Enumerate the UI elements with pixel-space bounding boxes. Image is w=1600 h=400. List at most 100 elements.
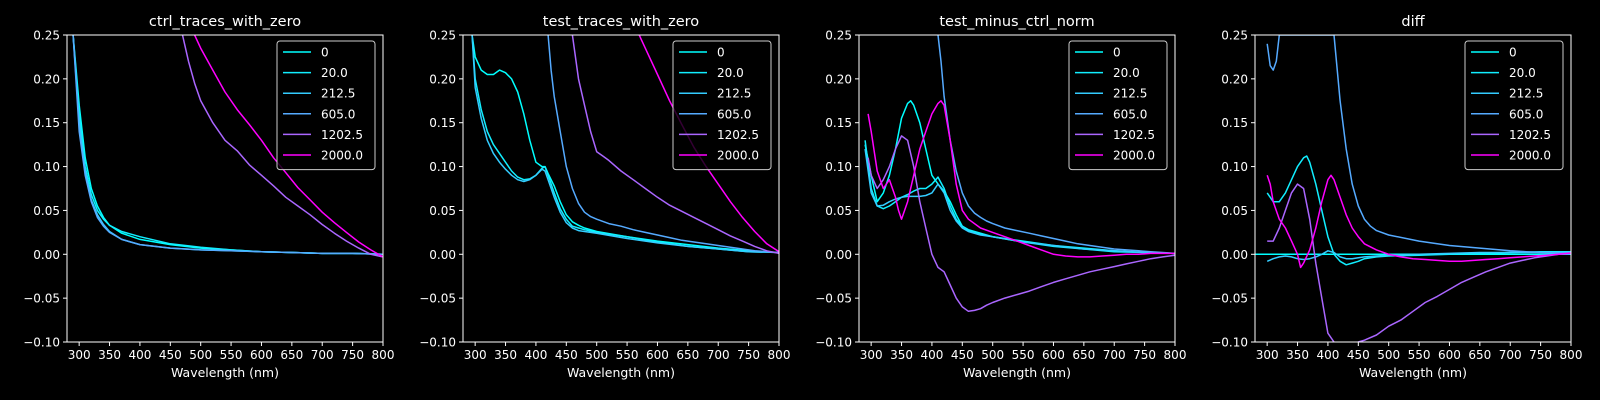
x-tick-label: 600: [1438, 348, 1461, 362]
y-tick-label: 0.20: [429, 72, 456, 86]
series-line-605.0: [547, 35, 779, 254]
y-tick-label: −0.10: [23, 336, 60, 350]
y-tick-label: 0.10: [825, 160, 852, 174]
y-tick-label: 0.05: [825, 204, 852, 218]
legend: 0 20.0 212.5 605.0 1202.5 2000.0: [1464, 40, 1564, 171]
x-tick-label: 300: [68, 348, 91, 362]
legend-label: 0: [321, 46, 329, 60]
y-tick-label: −0.05: [23, 292, 60, 306]
legend-label: 0: [717, 46, 725, 60]
y-tick-label: 0.25: [1221, 29, 1248, 43]
x-tick-label: 550: [616, 348, 639, 362]
series-line-2000.0: [1266, 174, 1571, 269]
y-tick-label: 0.25: [429, 29, 456, 43]
y-tick-label: 0.20: [825, 72, 852, 86]
y-tick-label: −0.05: [1211, 292, 1248, 306]
y-tick-label: 0.10: [33, 160, 60, 174]
x-axis-label: Wavelength (nm): [1359, 365, 1467, 380]
x-tick-label: 750: [341, 348, 364, 362]
y-tick-label: 0.00: [33, 248, 60, 262]
y-tick-label: 0.15: [825, 116, 852, 130]
legend: 0 20.0 212.5 605.0 1202.5 2000.0: [1068, 40, 1168, 171]
legend-label: 1202.5: [321, 128, 363, 142]
series-line-20.0: [1266, 155, 1571, 266]
x-tick-label: 700: [707, 348, 730, 362]
series-line-605.0: [937, 35, 1175, 255]
x-tick-label: 450: [159, 348, 182, 362]
y-tick-label: −0.10: [815, 336, 852, 350]
x-tick-label: 700: [1499, 348, 1522, 362]
x-axis-label: Wavelength (nm): [567, 365, 675, 380]
y-tick-label: 0.15: [1221, 116, 1248, 130]
chart-panel-0: ctrl_traces_with_zero 300 350 400 450 500 550 6…: [23, 14, 394, 380]
x-tick-label: 450: [555, 348, 578, 362]
x-tick-label: 800: [1560, 348, 1583, 362]
x-tick-label: 300: [1256, 348, 1279, 362]
legend-label: 20.0: [321, 66, 348, 80]
y-tick-label: −0.10: [1211, 336, 1248, 350]
axes-frame: [462, 34, 780, 343]
legend-label: 212.5: [1509, 87, 1543, 101]
x-tick-label: 650: [676, 348, 699, 362]
series-line-1202.5: [181, 35, 383, 258]
x-tick-label: 800: [372, 348, 395, 362]
legend: 0 20.0 212.5 605.0 1202.5 2000.0: [276, 40, 376, 171]
x-tick-label: 450: [951, 348, 974, 362]
legend-label: 20.0: [1509, 66, 1536, 80]
x-tick-label: 500: [189, 348, 212, 362]
x-tick-label: 400: [1316, 348, 1339, 362]
series-line-2000.0: [867, 100, 1175, 258]
legend-label: 212.5: [321, 87, 355, 101]
chart-title: ctrl_traces_with_zero: [149, 14, 301, 30]
chart-title: test_traces_with_zero: [543, 14, 700, 30]
x-tick-label: 500: [981, 348, 1004, 362]
series-line-20.0: [471, 35, 779, 254]
x-tick-label: 650: [1072, 348, 1095, 362]
x-tick-label: 550: [220, 348, 243, 362]
chart-panel-2: test_minus_ctrl_norm 300 350 400 450 500 550 60…: [815, 14, 1186, 380]
x-axis-label: Wavelength (nm): [171, 365, 279, 380]
axes-frame: [66, 34, 384, 343]
legend-label: 605.0: [1113, 107, 1147, 121]
x-tick-label: 400: [920, 348, 943, 362]
x-tick-label: 650: [1468, 348, 1491, 362]
series-group: [1255, 35, 1571, 342]
x-tick-label: 800: [1164, 348, 1187, 362]
x-tick-label: 550: [1408, 348, 1431, 362]
y-tick-label: −0.05: [419, 292, 456, 306]
legend-label: 605.0: [717, 107, 751, 121]
legend-label: 1202.5: [1509, 128, 1551, 142]
legend: 0 20.0 212.5 605.0 1202.5 2000.0: [672, 40, 772, 171]
x-tick-label: 350: [1286, 348, 1309, 362]
x-tick-label: 750: [737, 348, 760, 362]
y-tick-label: 0.10: [429, 160, 456, 174]
series-line-1202.5: [571, 35, 779, 255]
legend-label: 1202.5: [1113, 128, 1155, 142]
y-tick-label: 0.15: [33, 116, 60, 130]
legend-label: 20.0: [1113, 66, 1140, 80]
series-group: [72, 35, 383, 258]
series-line-1202.5: [1267, 183, 1571, 342]
y-tick-label: 0.05: [33, 204, 60, 218]
axes-frame: [1254, 34, 1572, 343]
y-tick-label: 0.05: [429, 204, 456, 218]
y-tick-label: 0.20: [33, 72, 60, 86]
x-tick-label: 650: [280, 348, 303, 362]
y-tick-label: 0.05: [1221, 204, 1248, 218]
chart-panel-1: test_traces_with_zero 300 350 400 450 500 550 6…: [419, 14, 790, 380]
x-tick-label: 300: [464, 348, 487, 362]
legend-label: 212.5: [1113, 87, 1147, 101]
series-line-605.0: [72, 35, 383, 256]
legend-label: 212.5: [717, 87, 751, 101]
x-tick-label: 350: [494, 348, 517, 362]
x-tick-label: 450: [1347, 348, 1370, 362]
y-tick-label: −0.10: [419, 336, 456, 350]
x-tick-label: 750: [1529, 348, 1552, 362]
x-tick-label: 500: [1377, 348, 1400, 362]
x-tick-label: 300: [860, 348, 883, 362]
x-tick-label: 700: [1103, 348, 1126, 362]
axes-frame: [858, 34, 1176, 343]
y-tick-label: 0.15: [429, 116, 456, 130]
